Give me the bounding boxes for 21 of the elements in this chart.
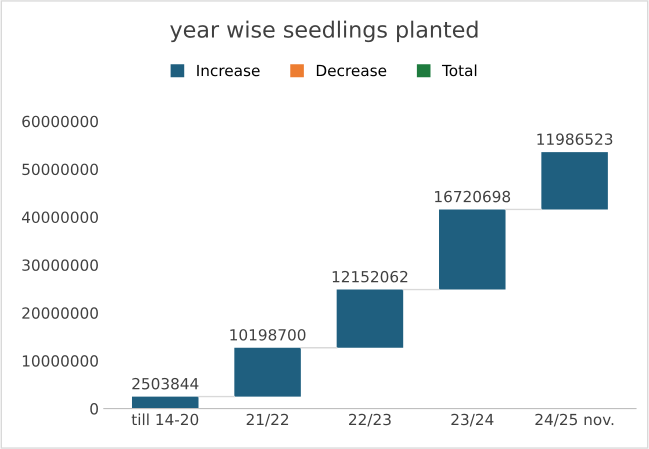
chart-title: year wise seedlings planted xyxy=(170,20,478,42)
x-tick-label: 21/22 xyxy=(246,414,288,426)
data-label: 2503844 xyxy=(132,378,198,390)
legend-label: Decrease xyxy=(316,64,386,76)
y-tick-label: 0 xyxy=(90,403,98,415)
x-tick-label: 23/24 xyxy=(451,414,494,426)
data-label: 12152062 xyxy=(332,270,408,282)
data-label: 10198700 xyxy=(230,329,306,341)
x-tick-label: till 14-20 xyxy=(132,413,198,426)
y-tick-label: 10000000 xyxy=(22,355,98,367)
y-tick-label: 50000000 xyxy=(22,164,98,176)
y-tick-label: 60000000 xyxy=(22,116,98,128)
y-tick-label: 40000000 xyxy=(22,211,98,224)
x-tick-label: 22/23 xyxy=(349,414,391,426)
legend-label: Total xyxy=(442,64,476,76)
y-tick-label: 20000000 xyxy=(22,307,98,319)
data-label: 11986523 xyxy=(537,133,612,145)
data-label: 16720698 xyxy=(435,190,510,202)
legend-label: Increase xyxy=(197,64,260,76)
x-tick-label: 24/25 nov. xyxy=(535,414,614,426)
y-tick-label: 30000000 xyxy=(22,259,98,271)
